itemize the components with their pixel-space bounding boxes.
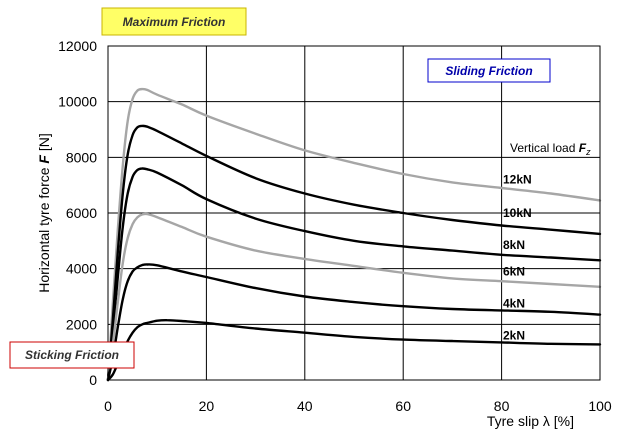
sliding-friction-box: Sliding Friction xyxy=(427,58,551,83)
series-line-2kN xyxy=(106,318,602,382)
load-labels: 12kN 10kN 8kN 6kN 4kN 2kN xyxy=(503,173,532,343)
load-label-12kN: 12kN xyxy=(503,173,532,187)
sticking-friction-label: Sticking Friction xyxy=(25,348,119,362)
sticking-friction-box: Sticking Friction xyxy=(9,341,135,369)
y-tick-label: 6000 xyxy=(66,205,97,221)
load-label-4kN: 4kN xyxy=(503,296,525,310)
y-tick-label: 4000 xyxy=(66,261,97,277)
x-tick-label: 80 xyxy=(494,398,510,414)
load-label-10kN: 10kN xyxy=(503,206,532,220)
x-tick-label: 40 xyxy=(297,398,313,414)
load-label-2kN: 2kN xyxy=(503,328,525,342)
series-line-8kN xyxy=(106,167,602,382)
maximum-friction-box: Maximum Friction xyxy=(101,7,247,36)
y-tick-label: 0 xyxy=(89,372,97,388)
legend-title: Vertical load Fz xyxy=(510,141,591,157)
series-lines xyxy=(106,87,602,382)
series-line-6kN xyxy=(106,212,602,382)
sliding-friction-label: Sliding Friction xyxy=(445,64,532,78)
y-tick-label: 2000 xyxy=(66,316,97,332)
x-tick-label: 20 xyxy=(199,398,215,414)
y-tick-labels: 0 2000 4000 6000 8000 10000 12000 xyxy=(58,38,97,388)
x-tick-label: 0 xyxy=(104,398,112,414)
x-tick-labels: 0 20 40 60 80 100 xyxy=(104,398,612,414)
x-tick-label: 60 xyxy=(395,398,411,414)
y-tick-label: 12000 xyxy=(58,38,97,54)
x-axis-label: Tyre slip λ [%] xyxy=(487,413,574,429)
maximum-friction-label: Maximum Friction xyxy=(123,15,226,29)
y-axis-label: Horizontal tyre force F [N] xyxy=(36,133,52,293)
plot-area-border xyxy=(107,45,601,381)
series-line-10kN xyxy=(106,124,602,382)
y-tick-label: 10000 xyxy=(58,94,97,110)
x-tick-label: 100 xyxy=(588,398,612,414)
load-label-6kN: 6kN xyxy=(503,264,525,278)
y-tick-label: 8000 xyxy=(66,149,97,165)
load-label-8kN: 8kN xyxy=(503,238,525,252)
series-line-4kN xyxy=(106,263,602,382)
series-line-12kN xyxy=(106,87,602,382)
